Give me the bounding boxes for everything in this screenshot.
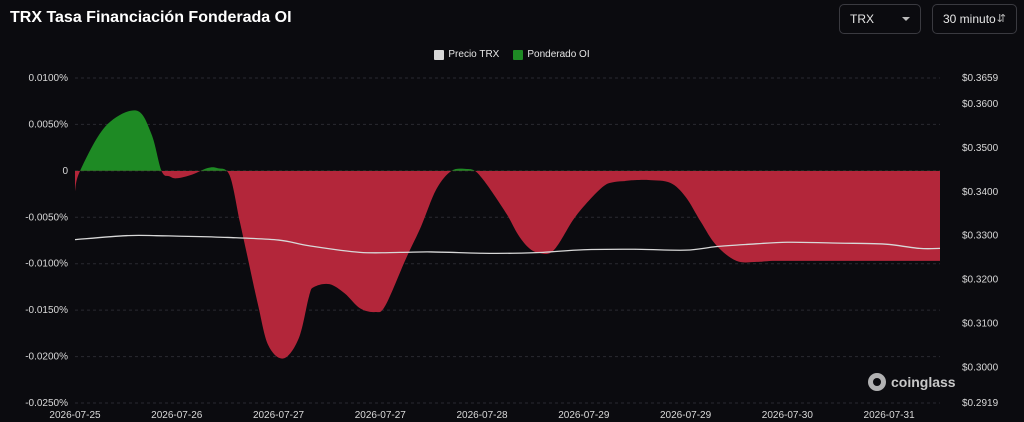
interval-select-value: 30 minuto — [943, 12, 996, 26]
y-left-tick-label: 0.0100% — [29, 73, 69, 84]
x-tick-label: 2026-07-29 — [558, 410, 610, 421]
y-right-tick-label: $0.3100 — [962, 319, 999, 330]
y-left-tick-label: -0.0050% — [25, 212, 68, 223]
x-tick-label: 2026-07-29 — [660, 410, 712, 421]
watermark-text: coinglass — [891, 374, 956, 390]
y-left-tick-label: -0.0250% — [25, 398, 68, 409]
price-line — [74, 234, 941, 255]
legend-label-oi: Ponderado OI — [527, 49, 590, 60]
legend-swatch-price — [434, 49, 445, 60]
y-left-tick-label: -0.0200% — [25, 352, 68, 363]
y-left-tick-label: 0 — [62, 166, 68, 177]
legend-label-price: Precio TRX — [448, 49, 500, 60]
y-right-tick-label: $0.2919 — [962, 398, 999, 409]
coin-select-value: TRX — [850, 12, 874, 26]
y-right-tick-label: $0.3500 — [962, 143, 999, 154]
legend-item-price[interactable]: Precio TRX — [434, 49, 499, 60]
x-tick-label: 2026-07-31 — [864, 410, 916, 421]
y-right-tick-label: $0.3659 — [962, 73, 999, 84]
y-left-tick-label: -0.0150% — [25, 305, 68, 316]
x-tick-label: 2026-07-27 — [355, 410, 407, 421]
y-right-tick-label: $0.3300 — [962, 231, 999, 242]
y-left-tick-label: -0.0100% — [25, 259, 68, 270]
y-right-tick-label: $0.3200 — [962, 275, 999, 286]
y-left-tick-label: 0.0050% — [29, 119, 69, 130]
legend-swatch-oi — [513, 49, 524, 60]
x-tick-label: 2026-07-26 — [151, 410, 203, 421]
y-right-tick-label: $0.3400 — [962, 187, 999, 198]
sort-updown-icon: ⇵ — [996, 13, 1006, 25]
y-right-tick-label: $0.3600 — [962, 99, 999, 110]
x-tick-label: 2026-07-28 — [456, 410, 508, 421]
chart-legend: Precio TRX Ponderado OI — [0, 49, 1024, 60]
chevron-down-icon — [902, 17, 910, 21]
x-tick-label: 2026-07-27 — [253, 410, 305, 421]
x-tick-label: 2026-07-30 — [762, 410, 814, 421]
coinglass-watermark: coinglass — [868, 373, 956, 391]
y-right-tick-label: $0.3000 — [962, 362, 999, 373]
page-title: TRX Tasa Financiación Fonderada OI — [10, 9, 292, 26]
x-tick-label: 2026-07-25 — [49, 410, 101, 421]
coin-select[interactable]: TRX — [839, 4, 921, 34]
legend-item-oi[interactable]: Ponderado OI — [513, 49, 590, 60]
coinglass-logo-icon — [868, 373, 886, 391]
interval-select[interactable]: 30 minuto ⇵ — [932, 4, 1017, 34]
oi-negative-area — [75, 170, 940, 359]
